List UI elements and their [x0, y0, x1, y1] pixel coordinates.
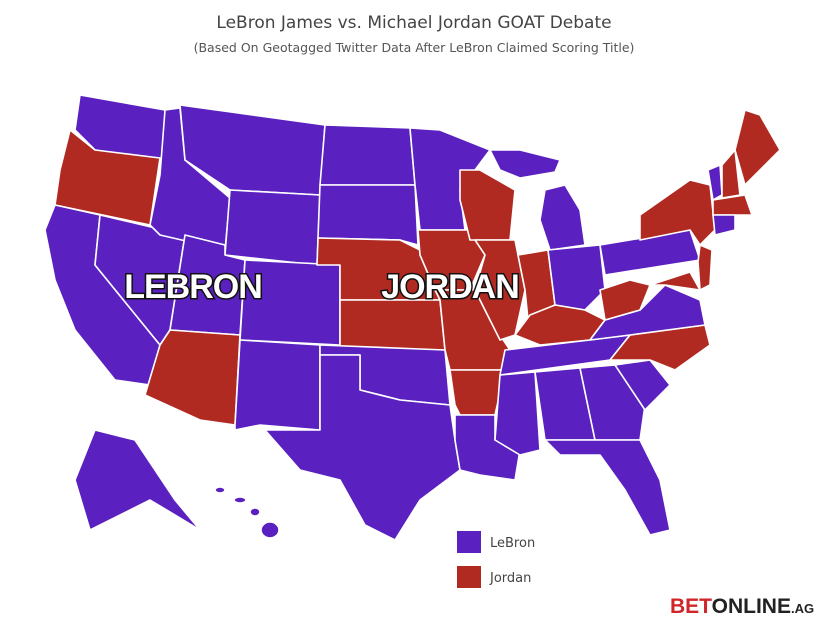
subtitle: (Based On Geotagged Twitter Data After L… — [194, 40, 635, 55]
state — [494, 371, 541, 456]
legend-swatch — [457, 531, 481, 553]
state — [712, 214, 736, 236]
state — [459, 169, 516, 241]
state — [454, 414, 521, 481]
state — [317, 184, 419, 246]
state — [639, 179, 716, 246]
state — [214, 486, 226, 494]
state — [489, 149, 561, 179]
state — [712, 194, 753, 216]
logo: BETONLINE.AG — [670, 595, 814, 618]
legend-label: LeBron — [490, 536, 535, 551]
state — [339, 299, 446, 351]
state — [544, 439, 671, 536]
state — [599, 279, 651, 321]
map-label: JORDAN — [381, 268, 519, 306]
state — [319, 124, 416, 186]
state — [649, 271, 701, 291]
state — [224, 189, 321, 266]
state — [264, 354, 461, 541]
legend-swatch — [457, 566, 481, 588]
legend-label: Jordan — [489, 571, 531, 586]
state — [614, 359, 671, 411]
us-map — [44, 94, 781, 541]
state — [249, 507, 261, 517]
state — [547, 244, 606, 311]
state — [697, 244, 713, 291]
state — [539, 184, 586, 251]
state — [234, 339, 321, 431]
title: LeBron James vs. Michael Jordan GOAT Deb… — [216, 13, 611, 33]
state — [260, 521, 280, 539]
state — [233, 496, 247, 504]
map-label: LEBRON — [124, 268, 262, 306]
state — [734, 109, 781, 186]
state — [589, 284, 706, 341]
state — [74, 429, 201, 531]
